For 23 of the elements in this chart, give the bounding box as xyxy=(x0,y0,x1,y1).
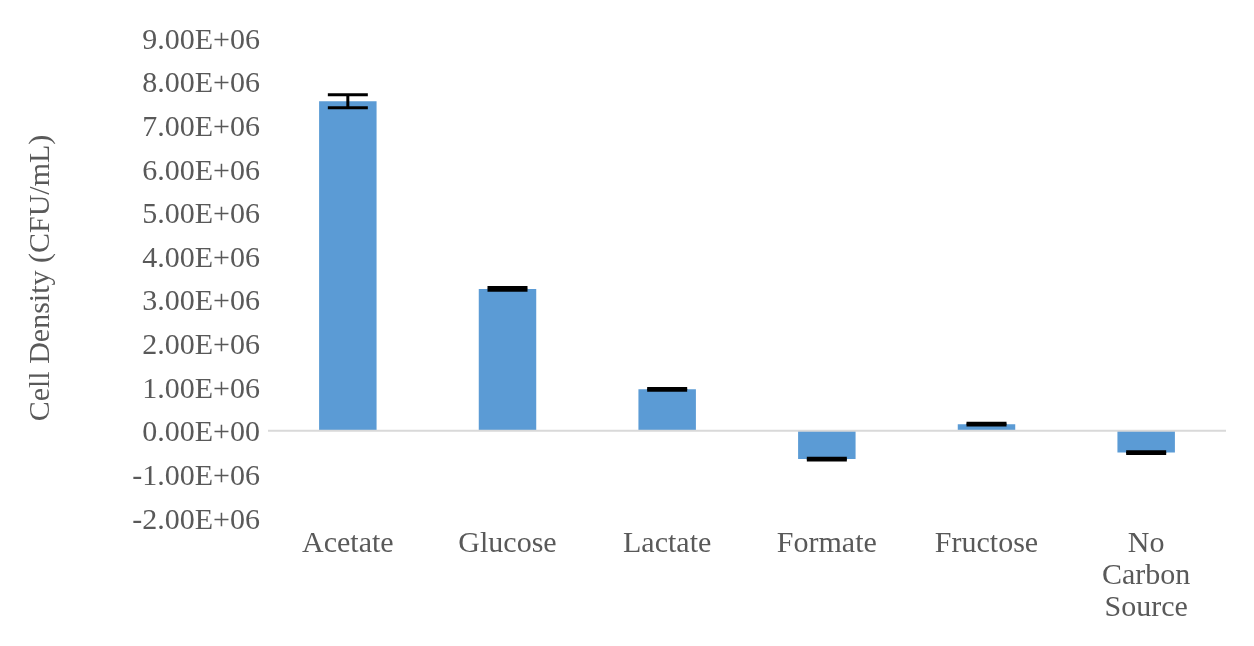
bar xyxy=(319,101,377,431)
y-tick-label: 1.00E+06 xyxy=(142,370,260,404)
y-tick-label: 7.00E+06 xyxy=(142,108,260,142)
x-tick-label: Lactate xyxy=(623,525,712,558)
bar xyxy=(638,389,696,431)
x-tick-label: Glucose xyxy=(458,525,557,558)
y-tick-label: 0.00E+00 xyxy=(142,414,260,448)
y-axis-title: Cell Density (CFU/mL) xyxy=(21,134,56,422)
x-tick-label: No Carbon Source xyxy=(1102,525,1191,622)
y-tick-label: -1.00E+06 xyxy=(132,458,260,492)
y-tick-label: -2.00E+06 xyxy=(132,501,260,535)
y-tick-label: 2.00E+06 xyxy=(142,327,260,361)
x-tick-label: Fructose xyxy=(934,525,1039,558)
x-tick-label: Formate xyxy=(776,525,877,558)
y-tick-label: 6.00E+06 xyxy=(142,152,260,186)
y-tick-label: 5.00E+06 xyxy=(142,196,260,230)
bar xyxy=(478,288,537,431)
y-tick-label: 4.00E+06 xyxy=(142,239,260,273)
bar xyxy=(798,430,856,460)
y-tick-label: 8.00E+06 xyxy=(142,65,260,99)
y-tick-label: 9.00E+06 xyxy=(142,21,260,55)
x-tick-label: Acetate xyxy=(302,525,394,558)
y-tick-label: 3.00E+06 xyxy=(142,283,260,317)
